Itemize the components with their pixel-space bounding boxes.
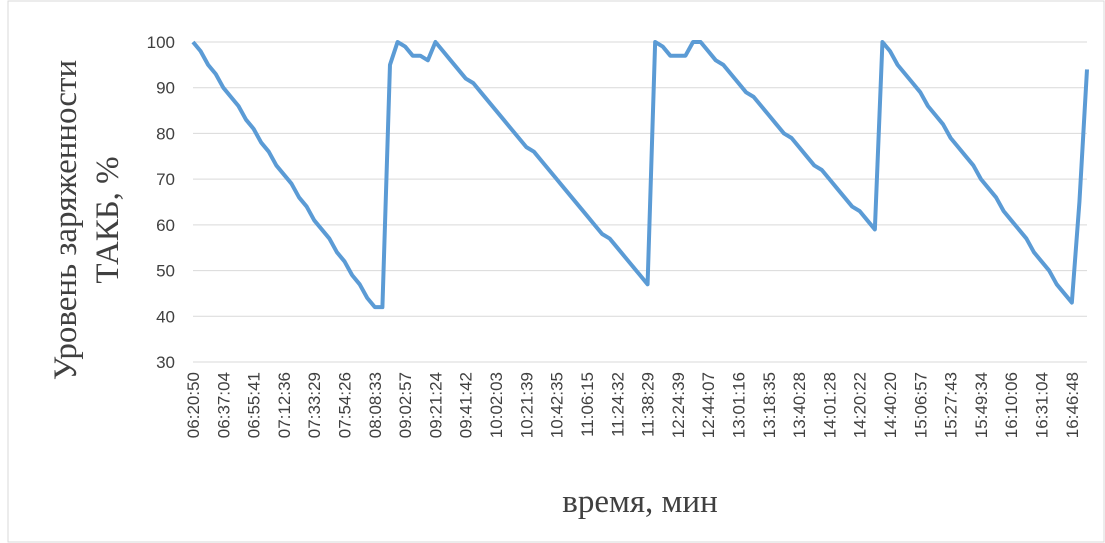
x-tick-label: 08:08:33 (366, 372, 385, 438)
y-tick-label: 50 (156, 262, 175, 281)
y-tick-label: 60 (156, 216, 175, 235)
y-tick-label: 40 (156, 307, 175, 326)
x-tick-label: 06:20:50 (184, 372, 203, 438)
x-tick-label: 10:02:03 (487, 372, 506, 438)
data-line (191, 40, 1089, 310)
x-tick-label: 11:38:29 (639, 372, 658, 437)
x-tick-label: 06:37:04 (214, 372, 233, 438)
x-tick-label: 15:27:43 (942, 372, 961, 438)
y-tick-label: 80 (156, 124, 175, 143)
y-axis-title: Уровень заряженности (48, 60, 84, 380)
y-tick-label: 90 (156, 79, 175, 98)
x-tick-label: 09:41:42 (457, 372, 476, 438)
x-tick-label: 13:18:35 (760, 372, 779, 438)
x-tick-label: 15:06:57 (911, 372, 930, 438)
x-tick-label: 11:24:32 (608, 372, 627, 437)
y-axis-title: ТАКБ, % (90, 156, 126, 283)
x-tick-label: 16:31:04 (1033, 372, 1052, 438)
x-tick-label: 12:24:39 (669, 372, 688, 438)
y-tick-label: 70 (156, 170, 175, 189)
x-tick-label: 13:40:28 (790, 372, 809, 438)
x-tick-label: 07:33:29 (305, 372, 324, 438)
x-tick-label: 11:06:15 (578, 372, 597, 437)
x-tick-label: 07:54:26 (336, 372, 355, 438)
y-tick-label: 100 (147, 33, 175, 52)
x-tick-label: 06:55:41 (245, 372, 264, 438)
x-tick-label: 14:01:28 (820, 372, 839, 438)
x-tick-label: 09:02:57 (396, 372, 415, 438)
y-tick-label: 30 (156, 353, 175, 372)
x-tick-label: 16:46:48 (1063, 372, 1082, 438)
x-tick-label: 15:49:34 (972, 372, 991, 438)
x-tick-label: 14:40:20 (881, 372, 900, 438)
x-tick-label: 14:20:22 (851, 372, 870, 438)
x-tick-label: 07:12:36 (275, 372, 294, 438)
x-tick-label: 12:44:07 (699, 372, 718, 438)
x-tick-label: 09:21:24 (426, 372, 445, 438)
x-tick-label: 10:21:39 (517, 372, 536, 438)
x-tick-label: 10:42:35 (548, 372, 567, 438)
x-axis-title: время, мин (562, 484, 718, 520)
x-tick-label: 16:10:06 (1002, 372, 1021, 438)
x-tick-label: 13:01:16 (729, 372, 748, 438)
